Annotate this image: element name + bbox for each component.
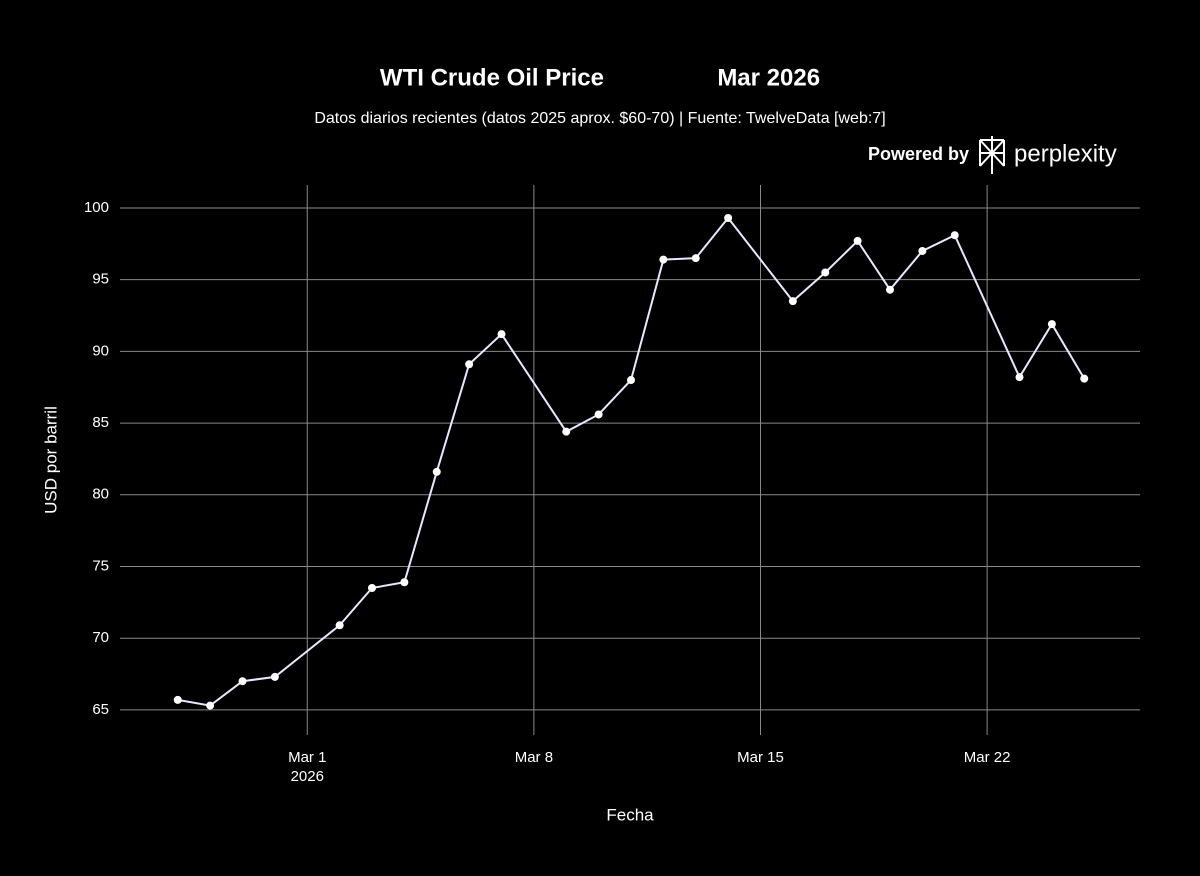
data-point [627,376,635,385]
perplexity-logo [979,136,1005,174]
x-tick-label: Mar 22 [964,749,1011,766]
x-tick-label: Mar 15 [737,749,784,766]
data-point [853,236,862,245]
data-point [950,231,959,240]
data-point [886,285,894,294]
chart-title: WTI Crude Oil Price Mar 2026 [380,64,820,91]
y-tick-label: 70 [92,629,109,646]
x-tick-label: Mar 1 2026 [288,749,326,785]
y-tick-label: 100 [84,199,109,216]
y-axis-label: USD por barril [41,406,60,514]
data-point [335,621,344,630]
data-point [238,677,247,686]
y-tick-label: 85 [92,414,109,431]
data-point [206,701,215,710]
data-point [724,213,733,222]
watermark-text: Powered by [868,144,969,164]
data-point [497,330,506,339]
data-point [173,695,182,704]
watermark-brand: perplexity [1014,140,1117,167]
y-tick-label: 75 [92,557,109,574]
x-tick-label: Mar 8 [515,749,553,766]
data-point [1015,373,1024,382]
data-point [400,578,409,587]
data-point [821,268,830,277]
data-point [432,467,441,476]
data-point [594,410,603,419]
y-tick-label: 95 [92,271,109,288]
chart-subtitle: Datos diarios recientes (datos 2025 apro… [314,110,885,127]
data-point [562,427,571,436]
data-point [1080,374,1089,383]
data-point [270,672,279,681]
y-tick-label: 90 [92,342,109,359]
data-point [659,255,668,264]
data-point [691,254,700,263]
data-point [918,246,927,255]
x-axis-label: Fecha [606,805,654,824]
y-tick-label: 80 [92,486,109,503]
data-point [465,360,474,369]
y-tick-label: 65 [92,701,109,718]
data-point [788,297,797,306]
data-point [368,583,376,592]
data-point [1047,320,1056,329]
